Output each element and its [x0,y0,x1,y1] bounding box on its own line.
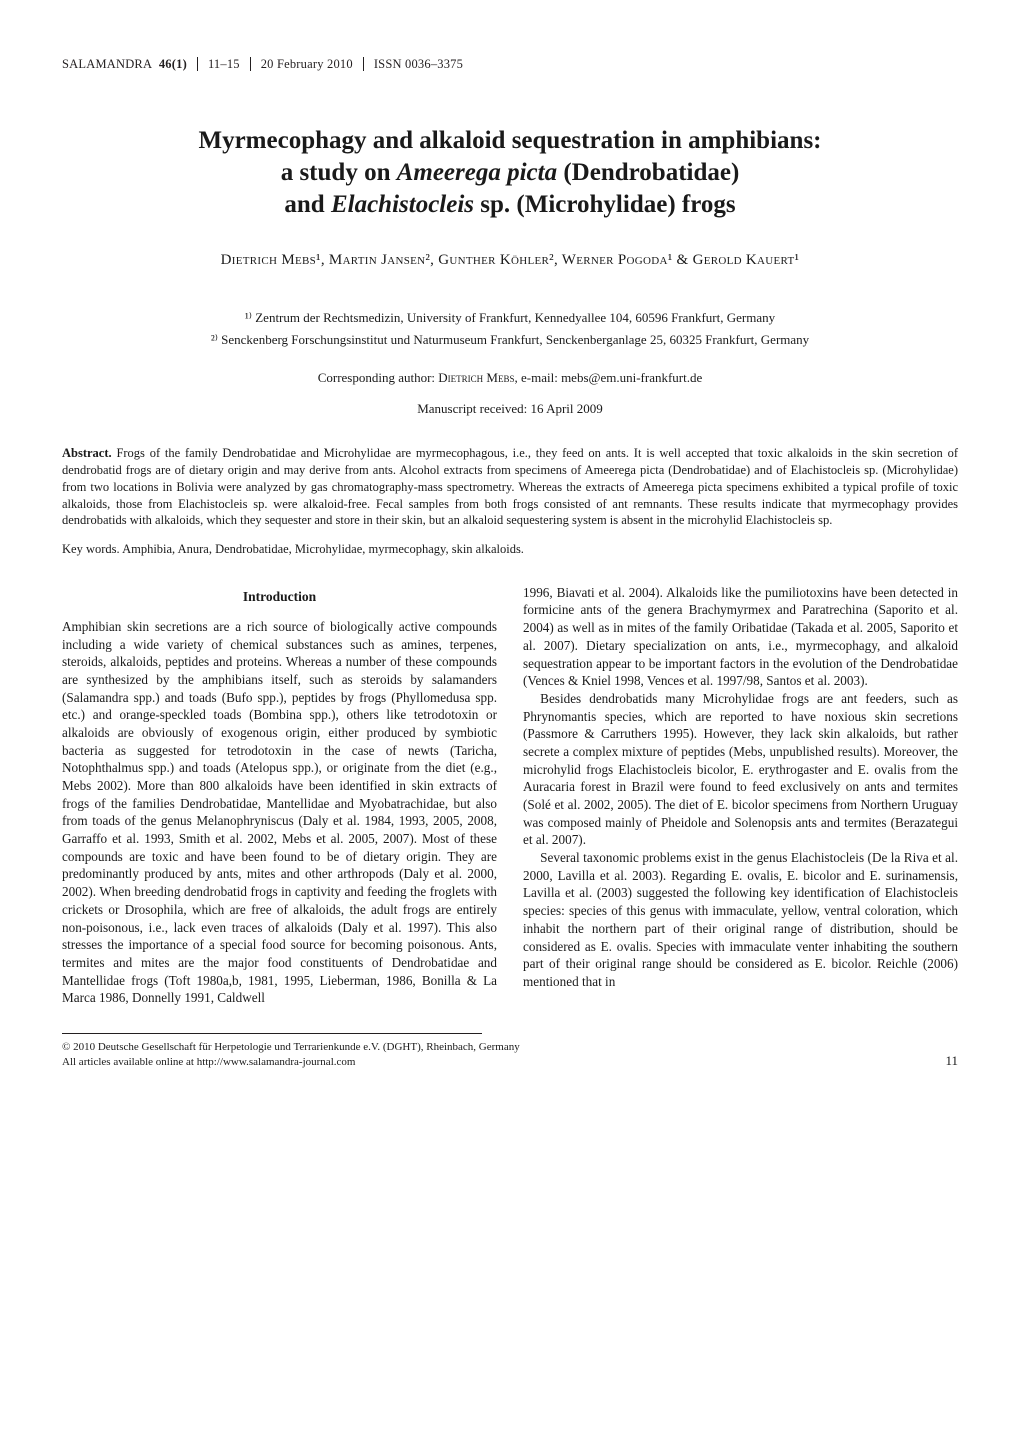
meta-separator [250,57,251,71]
meta-separator [363,57,364,71]
corr-label: Corresponding author: [318,370,439,385]
affiliations: ¹⁾ Zentrum der Rechtsmedizin, University… [62,308,958,350]
authors-line: Dietrich Mebs¹, Martin Jansen², Gunther … [62,251,958,271]
footer-rule [62,1033,482,1034]
abstract: Abstract. Frogs of the family Dendrobati… [62,445,958,529]
article-body: Introduction Amphibian skin secretions a… [62,584,958,1007]
volume-issue: 46(1) [159,56,187,73]
abstract-label: Abstract. [62,446,116,460]
keywords: Key words. Amphibia, Anura, Dendrobatida… [62,541,958,558]
article-title: Myrmecophagy and alkaloid sequestration … [100,125,920,221]
manuscript-received: Manuscript received: 16 April 2009 [62,400,958,417]
meta-space [152,56,159,73]
affiliation-1: ¹⁾ Zentrum der Rechtsmedizin, University… [62,308,958,328]
affiliation-2: ²⁾ Senckenberg Forschungsinstitut und Na… [62,330,958,350]
corr-email: , e-mail: mebs@em.uni-frankfurt.de [515,370,703,385]
body-paragraph-1: Amphibian skin secretions are a rich sou… [62,618,497,1007]
meta-separator [197,57,198,71]
body-paragraph-3: Besides dendrobatids many Microhylidae f… [523,690,958,849]
page-range: 11–15 [208,56,240,73]
title-line-1: Myrmecophagy and alkaloid sequestration … [198,127,821,154]
body-paragraph-2: 1996, Biavati et al. 2004). Alkaloids li… [523,584,958,690]
introduction-heading: Introduction [62,588,497,606]
abstract-text: Frogs of the family Dendrobatidae and Mi… [62,446,958,528]
corresponding-author: Corresponding author: Dietrich Mebs, e-m… [62,369,958,386]
copyright-line: © 2010 Deutsche Gesellschaft für Herpeto… [62,1040,520,1055]
page-number: 11 [945,1052,958,1070]
online-url-line: All articles available online at http://… [62,1055,520,1070]
issn: ISSN 0036–3375 [374,56,463,73]
publication-date: 20 February 2010 [261,56,353,73]
body-paragraph-4: Several taxonomic problems exist in the … [523,849,958,991]
corr-name: Dietrich Mebs [438,370,514,385]
journal-meta-bar: SALAMANDRA 46(1) 11–15 20 February 2010 … [62,56,958,73]
footer-left: © 2010 Deutsche Gesellschaft für Herpeto… [62,1040,520,1070]
page-footer: © 2010 Deutsche Gesellschaft für Herpeto… [62,1040,958,1070]
title-line-3: and Elachistocleis sp. (Microhylidae) fr… [284,191,735,218]
journal-name: SALAMANDRA [62,56,152,73]
title-line-2: a study on Ameerega picta (Dendrobatidae… [281,159,740,186]
